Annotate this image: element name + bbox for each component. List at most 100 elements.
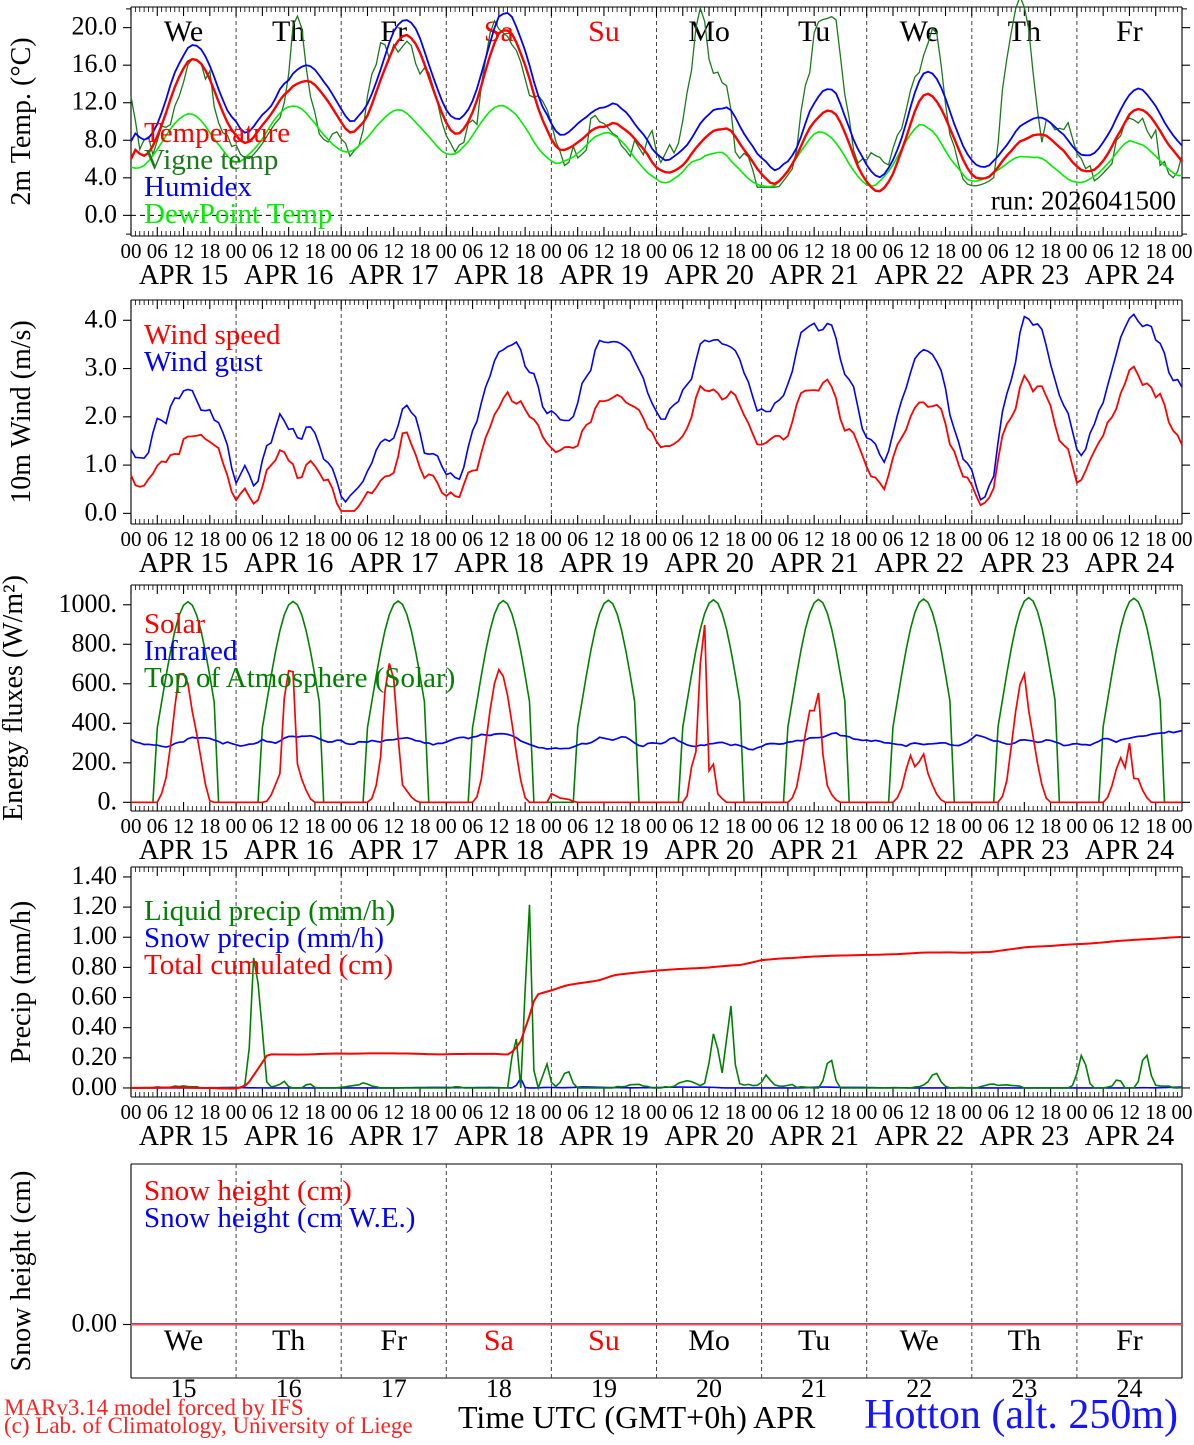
svg-text:Top of Atmosphere (Solar): Top of Atmosphere (Solar) xyxy=(144,662,455,694)
svg-text:APR 22: APR 22 xyxy=(875,1121,964,1152)
svg-text:16.0: 16.0 xyxy=(72,49,118,78)
svg-text:4.0: 4.0 xyxy=(85,304,118,333)
svg-text:1000.: 1000. xyxy=(59,589,118,618)
svg-text:APR 20: APR 20 xyxy=(664,548,753,579)
svg-text:APR 19: APR 19 xyxy=(559,260,648,291)
svg-text:17: 17 xyxy=(381,1374,407,1403)
svg-text:Th: Th xyxy=(1008,15,1041,48)
svg-text:APR 15: APR 15 xyxy=(139,260,228,291)
svg-text:10m Wind (m/s): 10m Wind (m/s) xyxy=(6,320,37,503)
svg-text:Fr: Fr xyxy=(1116,15,1143,48)
svg-text:APR 23: APR 23 xyxy=(980,1121,1069,1152)
svg-text:DewPoint Temp: DewPoint Temp xyxy=(144,198,332,230)
svg-text:Th: Th xyxy=(1008,1324,1041,1357)
svg-text:Su: Su xyxy=(588,1324,620,1357)
svg-text:APR 17: APR 17 xyxy=(349,1121,438,1152)
svg-text:APR 22: APR 22 xyxy=(875,260,964,291)
svg-text:00: 00 xyxy=(1172,1100,1193,1124)
svg-text:0.40: 0.40 xyxy=(72,1012,118,1041)
svg-text:APR 22: APR 22 xyxy=(875,835,964,866)
svg-text:Tu: Tu xyxy=(798,1324,830,1357)
svg-text:APR 22: APR 22 xyxy=(875,548,964,579)
svg-text:0.80: 0.80 xyxy=(72,951,118,980)
svg-text:We: We xyxy=(164,15,203,48)
svg-text:4.0: 4.0 xyxy=(85,162,118,191)
svg-text:Hotton (alt. 250m): Hotton (alt. 250m) xyxy=(864,1392,1178,1438)
svg-text:APR 18: APR 18 xyxy=(454,835,543,866)
svg-text:Fr: Fr xyxy=(380,1324,407,1357)
svg-text:We: We xyxy=(164,1324,203,1357)
svg-text:Fr: Fr xyxy=(1116,1324,1143,1357)
svg-text:Mo: Mo xyxy=(688,1324,730,1357)
svg-text:0.0: 0.0 xyxy=(85,497,118,526)
svg-text:APR 24: APR 24 xyxy=(1085,1121,1174,1152)
svg-text:Energy fluxes (W/m²): Energy fluxes (W/m²) xyxy=(0,575,29,821)
svg-text:2.0: 2.0 xyxy=(85,401,118,430)
svg-text:20.0: 20.0 xyxy=(72,12,118,41)
svg-text:0.00: 0.00 xyxy=(72,1309,118,1338)
svg-text:APR 18: APR 18 xyxy=(454,260,543,291)
svg-text:APR 24: APR 24 xyxy=(1085,835,1174,866)
svg-text:APR 19: APR 19 xyxy=(559,548,648,579)
svg-text:APR 19: APR 19 xyxy=(559,835,648,866)
svg-text:Th: Th xyxy=(272,15,305,48)
svg-text:3.0: 3.0 xyxy=(85,353,118,382)
svg-text:APR 15: APR 15 xyxy=(139,835,228,866)
svg-text:APR 16: APR 16 xyxy=(244,548,333,579)
svg-text:Precip (mm/h): Precip (mm/h) xyxy=(6,901,37,1064)
svg-text:2m Temp. (°C): 2m Temp. (°C) xyxy=(6,37,37,205)
svg-text:00: 00 xyxy=(1172,527,1193,551)
svg-text:1.0: 1.0 xyxy=(85,449,118,478)
svg-text:APR 17: APR 17 xyxy=(349,548,438,579)
svg-text:APR 20: APR 20 xyxy=(664,1121,753,1152)
svg-text:400.: 400. xyxy=(72,707,118,736)
svg-text:APR 16: APR 16 xyxy=(244,260,333,291)
svg-text:Sa: Sa xyxy=(484,1324,514,1357)
svg-text:1.20: 1.20 xyxy=(72,891,118,920)
svg-text:APR 21: APR 21 xyxy=(769,260,858,291)
svg-text:APR 17: APR 17 xyxy=(349,835,438,866)
svg-text:0.: 0. xyxy=(98,786,118,815)
svg-text:0.60: 0.60 xyxy=(72,982,118,1011)
svg-text:600.: 600. xyxy=(72,668,118,697)
svg-text:APR 20: APR 20 xyxy=(664,260,753,291)
svg-text:800.: 800. xyxy=(72,628,118,657)
svg-text:run: 2026041500: run: 2026041500 xyxy=(991,185,1176,215)
svg-text:APR 19: APR 19 xyxy=(559,1121,648,1152)
svg-text:00: 00 xyxy=(1172,239,1193,263)
svg-text:Wind gust: Wind gust xyxy=(144,346,263,378)
svg-text:0.0: 0.0 xyxy=(85,199,118,228)
svg-text:APR 23: APR 23 xyxy=(980,548,1069,579)
svg-text:1.00: 1.00 xyxy=(72,921,118,950)
svg-text:APR 21: APR 21 xyxy=(769,548,858,579)
svg-text:200.: 200. xyxy=(72,747,118,776)
svg-text:We: We xyxy=(900,1324,939,1357)
svg-text:0.00: 0.00 xyxy=(72,1072,118,1101)
svg-text:Su: Su xyxy=(588,15,620,48)
svg-text:APR 16: APR 16 xyxy=(244,1121,333,1152)
svg-text:APR 21: APR 21 xyxy=(769,835,858,866)
svg-text:00: 00 xyxy=(1172,814,1193,838)
svg-text:Time UTC (GMT+0h) APR: Time UTC (GMT+0h) APR xyxy=(458,1399,816,1435)
svg-text:(c) Lab. of Climatology, Unive: (c) Lab. of Climatology, University of L… xyxy=(4,1413,413,1438)
svg-text:APR 18: APR 18 xyxy=(454,1121,543,1152)
svg-text:APR 20: APR 20 xyxy=(664,835,753,866)
svg-text:Snow height (cm W.E.): Snow height (cm W.E.) xyxy=(144,1202,415,1234)
svg-text:We: We xyxy=(900,15,939,48)
svg-text:APR 23: APR 23 xyxy=(980,835,1069,866)
svg-text:Th: Th xyxy=(272,1324,305,1357)
svg-text:APR 23: APR 23 xyxy=(980,260,1069,291)
svg-text:APR 24: APR 24 xyxy=(1085,548,1174,579)
svg-text:APR 16: APR 16 xyxy=(244,835,333,866)
svg-text:APR 17: APR 17 xyxy=(349,260,438,291)
svg-text:APR 15: APR 15 xyxy=(139,1121,228,1152)
svg-text:12.0: 12.0 xyxy=(72,87,118,116)
svg-text:1.40: 1.40 xyxy=(72,861,118,890)
svg-text:Total cumulated (cm): Total cumulated (cm) xyxy=(144,949,393,981)
svg-text:APR 24: APR 24 xyxy=(1085,260,1174,291)
svg-text:APR 21: APR 21 xyxy=(769,1121,858,1152)
svg-text:APR 15: APR 15 xyxy=(139,548,228,579)
svg-text:Snow height (cm): Snow height (cm) xyxy=(6,1171,37,1372)
svg-text:8.0: 8.0 xyxy=(85,124,118,153)
svg-text:0.20: 0.20 xyxy=(72,1042,118,1071)
